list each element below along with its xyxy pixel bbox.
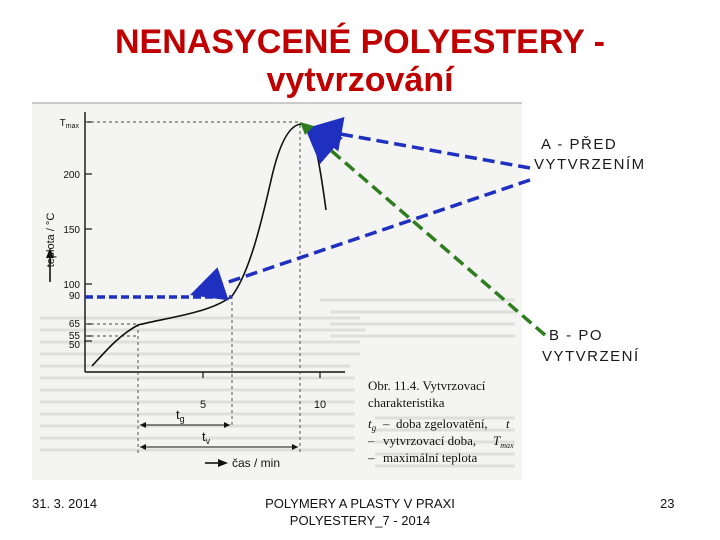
- y-tick-tmax: Tmax: [60, 118, 80, 130]
- x-tick-10: 10: [314, 399, 326, 411]
- annotation-a-line2: VYTVRZENÍM: [534, 156, 646, 173]
- tv-label: tv: [202, 429, 211, 446]
- blue-arrow-lower: [189, 178, 531, 301]
- y-tick-100: 100: [63, 280, 80, 291]
- legend-sym-tg: tg: [368, 416, 377, 433]
- y-tick-200: 200: [63, 170, 80, 181]
- legend-text-2: vytvrzovací doba,: [383, 433, 476, 448]
- y-tick-150: 150: [63, 225, 80, 236]
- footer-page-number: 23: [660, 496, 675, 511]
- footer-center: POLYMERY A PLASTY V PRAXI POLYESTERY_7 -…: [230, 495, 490, 529]
- y-tick-50: 50: [69, 340, 81, 351]
- legend-dash-1: –: [382, 416, 390, 431]
- legend-sym-tv: t: [506, 416, 510, 431]
- annotation-b-line1: B - PO: [549, 327, 604, 344]
- slide-title-line2: vytvrzování: [266, 61, 454, 99]
- footer-date: 31. 3. 2014: [32, 496, 98, 511]
- guide-lines: [85, 121, 301, 455]
- slide-title-line1: NENASYCENÉ POLYESTERY -: [115, 23, 605, 61]
- y-axis-label: teplota / °C: [45, 213, 57, 268]
- annotation-b-line2: VYTVRZENÍ: [542, 348, 640, 365]
- x-tick-5: 5: [200, 399, 206, 411]
- x-axis-label: čas / min: [232, 456, 280, 470]
- footer-center-line2: POLYESTERY_7 - 2014: [289, 513, 431, 528]
- y-tick-90: 90: [69, 291, 81, 302]
- blue-arrow-upper: [306, 116, 531, 170]
- legend-text-3: maximální teplota: [383, 450, 477, 465]
- legend-sym-tmax: Tmax: [493, 433, 514, 450]
- annotation-a-line1: A - PŘED: [541, 136, 618, 153]
- legend-text-1: doba zgelovatění,: [396, 416, 488, 431]
- legend-dash-3: –: [367, 450, 375, 465]
- footer-center-line1: POLYMERY A PLASTY V PRAXI: [265, 496, 455, 511]
- legend-dash-2: –: [367, 433, 375, 448]
- tg-label: tg: [176, 407, 185, 424]
- y-tick-55: 55: [69, 331, 81, 342]
- scan-noise: [40, 298, 515, 468]
- caption-title: Obr. 11.4. Vytvrzovací: [368, 378, 486, 393]
- caption-title2: charakteristika: [368, 395, 445, 410]
- y-tick-65: 65: [69, 319, 81, 330]
